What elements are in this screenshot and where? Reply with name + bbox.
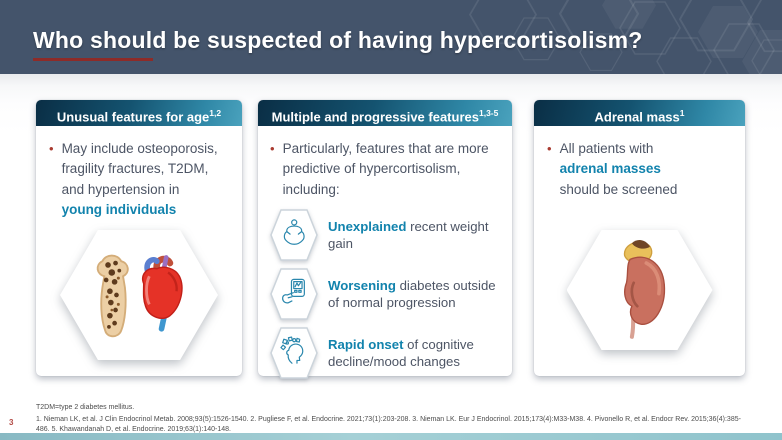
bullet-item: • Particularly, features that are more p… (270, 139, 504, 200)
footnotes: T2DM=type 2 diabetes mellitus. 1. Nieman… (36, 403, 748, 436)
osteoporosis-bone-heart-icon (96, 254, 183, 338)
abbreviation-note: T2DM=type 2 diabetes mellitus. (36, 404, 135, 411)
bullet-marker: • (547, 141, 552, 156)
column-header-adrenal-mass: Adrenal mass1 (534, 100, 745, 126)
bullet-item: • All patients with adrenal masses shoul… (547, 139, 733, 200)
bullet-marker: • (270, 141, 275, 156)
bullet-marker: • (49, 141, 54, 156)
title-underline-accent (33, 58, 153, 61)
highlight-young-individuals: young individuals (61, 201, 177, 217)
feature-rest: of cognitive decline/mood changes (328, 336, 474, 369)
feature-text: Worsening diabetes outside of normal pro… (328, 277, 504, 311)
page-number: 3 (9, 418, 14, 427)
column-header-label: Adrenal mass (594, 109, 680, 125)
feature-text: Rapid onset of cognitive decline/mood ch… (328, 336, 504, 370)
feature-keyword: Worsening (328, 277, 396, 293)
hexagon-illustration-container (60, 230, 218, 360)
column-header-unusual-features: Unusual features for age1,2 (36, 100, 242, 126)
feature-cognitive-decline: Rapid onset of cognitive decline/mood ch… (270, 327, 504, 379)
feature-rest: recent weight gain (328, 218, 489, 251)
feature-worsening-diabetes: Worsening diabetes outside of normal pro… (270, 268, 504, 320)
feature-keyword: Rapid onset (328, 336, 404, 352)
reference-superscript: 1,2 (209, 108, 222, 118)
slide-title: Who should be suspected of having hyperc… (33, 27, 643, 53)
column-header-label: Unusual features for age (56, 109, 210, 125)
bullet-text: All patients with adrenal masses should … (560, 139, 678, 200)
bullet-text: Particularly, features that are more pre… (282, 141, 489, 197)
bullet-text-main: May include osteoporosis, fragility frac… (61, 141, 218, 197)
glucose-meter-icon (270, 268, 318, 320)
feature-weight-gain: Unexplained recent weight gain (270, 209, 504, 261)
reference-superscript: 1 (679, 108, 685, 118)
column-unusual-features: Unusual features for age1,2 • May includ… (36, 100, 242, 376)
column-adrenal-mass: Adrenal mass1 • All patients with adrena… (534, 100, 745, 376)
slide-body: Unusual features for age1,2 • May includ… (0, 74, 782, 433)
feature-text: Unexplained recent weight gain (328, 218, 504, 252)
bottom-accent-bar (0, 433, 782, 440)
highlight-adrenal-masses: adrenal masses (559, 161, 661, 177)
cognitive-decline-icon (270, 327, 318, 379)
bullet-text: May include osteoporosis, fragility frac… (62, 139, 230, 220)
column-multiple-progressive-features: Multiple and progressive features1,3-5 •… (258, 100, 512, 379)
column-header-label: Multiple and progressive features (271, 109, 479, 125)
feature-keyword: Unexplained (328, 218, 407, 234)
bullet-item: • May include osteoporosis, fragility fr… (49, 139, 230, 220)
column-header-multiple-features: Multiple and progressive features1,3-5 (258, 100, 512, 126)
hexagon-illustration-container (566, 230, 713, 350)
weight-gain-icon (270, 209, 318, 261)
bullet-text-pre: All patients with (559, 141, 654, 156)
reference-list: 1. Nieman LK, et al. J Clin Endocrinol M… (36, 415, 741, 434)
bullet-text-post: should be screened (559, 181, 678, 197)
feature-rest: diabetes outside of normal progression (328, 277, 496, 310)
reference-superscript: 1,3-5 (478, 108, 499, 118)
kidney-adrenal-gland-icon (623, 240, 665, 339)
slide-header: Who should be suspected of having hyperc… (0, 0, 782, 74)
